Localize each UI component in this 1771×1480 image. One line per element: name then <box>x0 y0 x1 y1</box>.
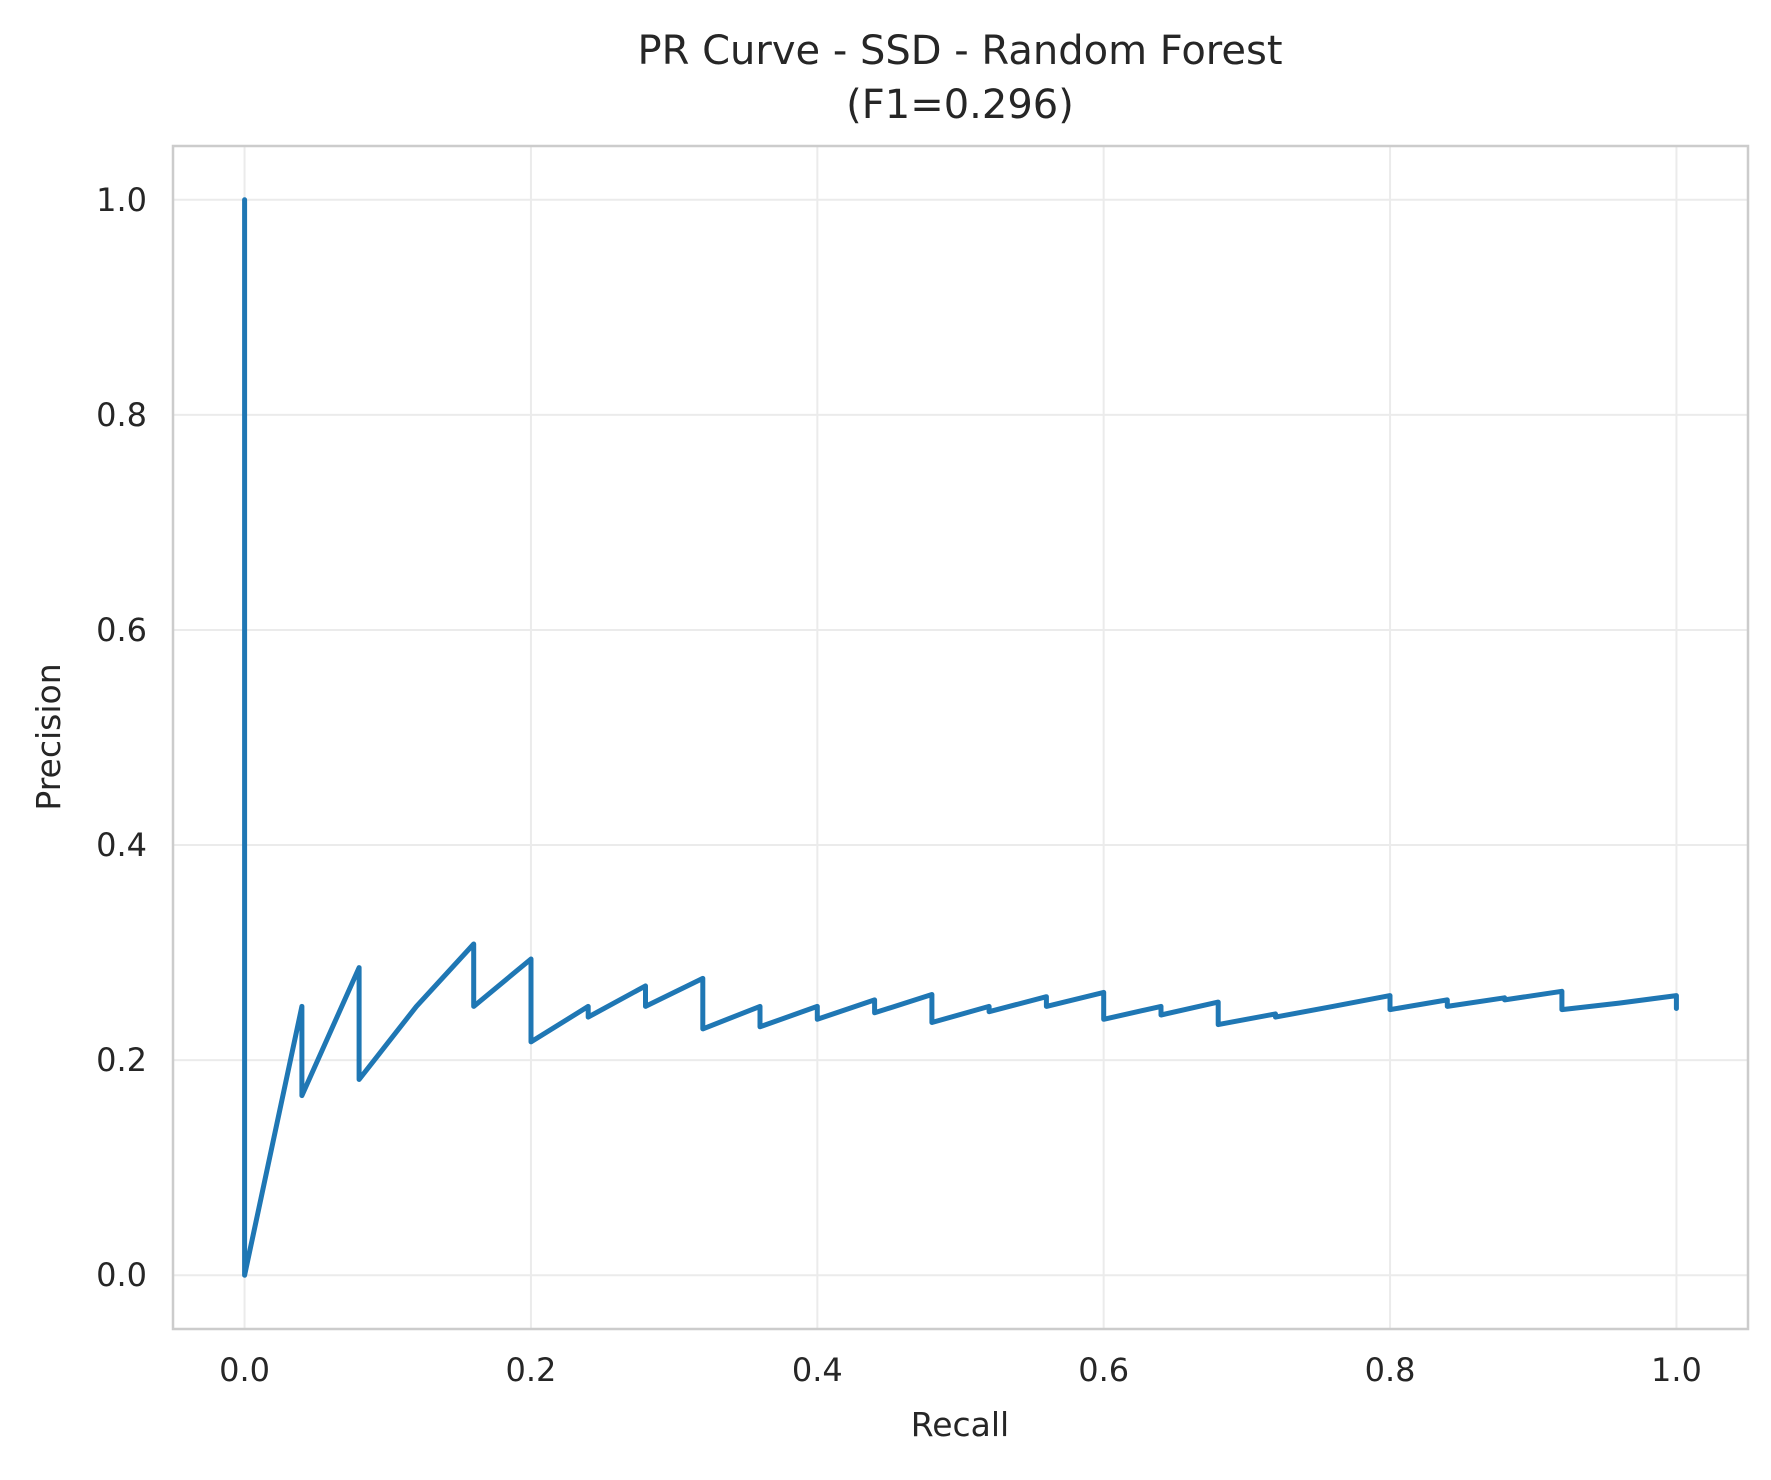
grid-layer <box>173 146 1748 1329</box>
x-tick-label: 0.8 <box>1365 1351 1416 1389</box>
x-tick-label: 0.6 <box>1078 1351 1129 1389</box>
pr-curve-line <box>242 197 1679 1278</box>
x-tick-label: 0.2 <box>506 1351 557 1389</box>
chart-subtitle: (F1=0.296) <box>846 82 1074 128</box>
line-layer <box>242 197 1679 1278</box>
y-tick-label: 0.4 <box>96 826 147 864</box>
plot-frame <box>171 144 1750 1331</box>
x-axis-label: Recall <box>911 1405 1009 1444</box>
y-tick-label: 0.8 <box>96 396 147 434</box>
x-tick-label: 0.0 <box>219 1351 270 1389</box>
tick-layer: 0.0 0.2 0.4 0.6 0.8 1.0 0.0 0.2 0.4 0.6 0.8 1.0 <box>96 181 1702 1389</box>
y-axis-label: Precision <box>29 663 68 810</box>
x-tick-label: 1.0 <box>1651 1351 1702 1389</box>
y-tick-label: 1.0 <box>96 181 147 219</box>
chart-title: PR Curve - SSD - Random Forest <box>637 28 1282 74</box>
y-tick-label: 0.0 <box>96 1256 147 1294</box>
y-tick-label: 0.2 <box>96 1041 147 1079</box>
y-tick-label: 0.6 <box>96 611 147 649</box>
x-tick-label: 0.4 <box>792 1351 843 1389</box>
